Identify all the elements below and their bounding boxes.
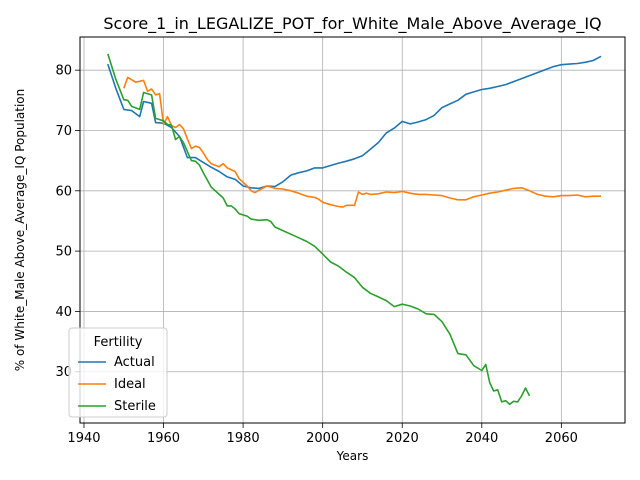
legend-box — [68, 327, 168, 418]
y-tick-label: 70 — [55, 124, 72, 139]
series-line-sterile — [107, 53, 531, 406]
legend-label-sterile: Sterile — [114, 399, 156, 414]
y-axis: 30 40 50 60 70 80 — [55, 64, 80, 380]
y-tick-label: 60 — [55, 184, 72, 199]
x-axis: 1940 1960 1980 2000 2020 2040 2060 — [67, 423, 578, 446]
series-line-actual — [107, 55, 602, 190]
y-tick-label: 30 — [55, 365, 72, 380]
legend-title: Fertility — [94, 335, 143, 350]
grid — [80, 37, 625, 423]
legend: Fertility Actual Ideal Sterile — [68, 327, 168, 418]
y-tick-label: 50 — [55, 245, 72, 260]
x-tick-label: 2000 — [306, 431, 339, 446]
series-line-ideal — [123, 76, 602, 208]
x-tick-label: 1980 — [227, 431, 260, 446]
y-tick-label: 80 — [55, 64, 72, 79]
x-tick-label: 2040 — [465, 431, 498, 446]
plot-frame — [79, 36, 626, 424]
series-group — [107, 53, 602, 406]
y-axis-label: % of White_Male Above_Average_IQ Populat… — [13, 89, 27, 372]
x-axis-label: Years — [336, 449, 369, 463]
x-tick-label: 1960 — [147, 431, 180, 446]
legend-label-ideal: Ideal — [114, 377, 146, 392]
y-tick-label: 40 — [55, 305, 72, 320]
x-tick-label: 2060 — [545, 431, 578, 446]
chart-title: Score_1_in_LEGALIZE_POT_for_White_Male_A… — [103, 14, 601, 34]
x-tick-label: 1940 — [67, 431, 100, 446]
legend-label-actual: Actual — [114, 355, 155, 370]
x-tick-label: 2020 — [386, 431, 419, 446]
